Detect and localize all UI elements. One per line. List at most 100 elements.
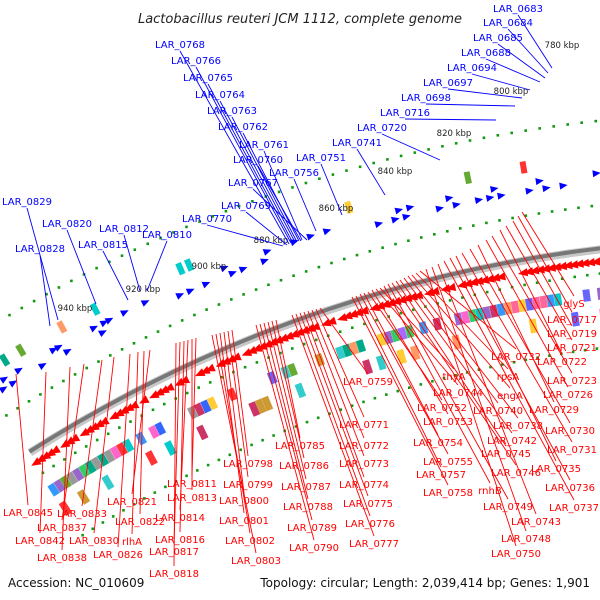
- gene-leader-line: [223, 331, 245, 494]
- gene-leader-line: [497, 43, 546, 79]
- reverse-gene-arrow: [278, 333, 289, 342]
- ring-dot: [91, 527, 94, 531]
- ring-dot: [108, 260, 111, 264]
- ring-dot: [564, 208, 567, 211]
- gene-label: LAR_0716: [380, 108, 430, 119]
- reverse-gene-arrow: [205, 363, 216, 372]
- gene-leader-line: [469, 248, 571, 424]
- reverse-gene-arrow: [446, 282, 457, 291]
- gene-label: LAR_0816: [155, 535, 205, 546]
- forward-gene-arrow: [322, 228, 332, 236]
- gene-label: LAR_0684: [483, 18, 533, 29]
- ring-dot: [583, 348, 587, 352]
- ring-dot: [413, 151, 417, 154]
- ring-dot: [489, 365, 492, 369]
- cog-color-block: [467, 309, 478, 323]
- ring-dot: [510, 131, 513, 135]
- gene-label: LAR_0722: [537, 357, 587, 368]
- ring-dot: [446, 230, 449, 233]
- ring-dot: [485, 290, 489, 294]
- gene-label: LAR_0810: [142, 230, 192, 241]
- reverse-gene-arrow: [119, 405, 130, 415]
- ring-dot: [217, 458, 221, 462]
- gene-leader-line: [319, 307, 369, 375]
- forward-gene-arrow: [485, 195, 495, 202]
- ring-dot: [305, 420, 309, 424]
- ring-dot: [180, 319, 184, 322]
- ring-dot: [279, 351, 282, 355]
- ring-dot: [27, 400, 31, 403]
- gene-leader-line: [123, 234, 141, 292]
- cog-color-block: [175, 262, 186, 276]
- ring-dot: [482, 136, 486, 140]
- gene-label: LAR_0829: [2, 197, 52, 208]
- cog-color-block: [432, 317, 443, 331]
- reverse-gene-arrow: [518, 268, 529, 277]
- gene-label: LAR_0749: [483, 502, 533, 513]
- gene-leader-line: [211, 334, 257, 554]
- forward-gene-arrow: [48, 347, 58, 355]
- gene-label: LAR_0754: [413, 438, 463, 449]
- gene-leader-line: [485, 58, 541, 83]
- ring-dot: [350, 404, 354, 407]
- cog-color-block: [570, 311, 580, 327]
- cog-color-block: [546, 294, 556, 308]
- gene-label: LAR_0757: [416, 470, 466, 481]
- reverse-gene-arrow: [174, 377, 185, 386]
- ring-dot: [197, 386, 200, 389]
- ring-dot: [381, 246, 384, 249]
- gene-label: LAR_0721: [547, 343, 597, 354]
- ring-dot: [185, 391, 189, 395]
- gene-leader-line: [471, 73, 531, 91]
- reverse-gene-arrow: [89, 422, 100, 431]
- ring-dot: [598, 272, 600, 275]
- ring-dot: [261, 438, 264, 442]
- gene-leader-line: [477, 244, 555, 403]
- ring-dot: [239, 448, 242, 452]
- gene-leader-line: [259, 323, 313, 521]
- gene-leader-line: [387, 283, 509, 500]
- gene-label: LAR_0732: [491, 352, 541, 363]
- ring-dot: [63, 458, 66, 461]
- ring-dot: [164, 485, 167, 489]
- reverse-gene-arrow: [179, 375, 191, 384]
- forward-gene-arrow: [402, 214, 411, 221]
- reverse-gene-arrow: [305, 323, 316, 332]
- ring-dot: [328, 412, 331, 415]
- ring-dot: [537, 212, 541, 215]
- gene-label: LAR_0756: [269, 168, 319, 179]
- gene-label: LAR_0787: [281, 482, 331, 493]
- ring-dot: [580, 121, 583, 124]
- cog-color-block: [510, 300, 520, 314]
- cog-color-block: [418, 321, 429, 335]
- cog-color-block: [248, 401, 261, 417]
- gene-label: rlhA: [122, 537, 142, 548]
- gene-label: LAR_0743: [511, 517, 561, 528]
- ring-dot: [454, 374, 457, 377]
- gene-label: LAR_0822: [115, 517, 165, 528]
- gene-label: LAR_0790: [289, 543, 339, 554]
- ring-dot: [302, 342, 306, 346]
- ring-dot: [407, 239, 410, 242]
- gene-label: LAR_0821: [107, 497, 157, 508]
- cog-color-block: [524, 297, 534, 311]
- ring-dot: [339, 408, 343, 411]
- reverse-gene-arrow: [289, 329, 300, 338]
- reverse-gene-arrow: [490, 273, 501, 282]
- gene-leader-line: [131, 351, 139, 535]
- cog-color-block: [463, 171, 472, 185]
- ring-dot: [461, 296, 464, 299]
- ring-dot: [448, 299, 452, 302]
- gene-leader-line: [15, 373, 29, 506]
- gene-label: LAR_0758: [423, 488, 473, 499]
- ring-dot: [560, 277, 564, 280]
- cog-color-block: [294, 382, 307, 399]
- ring-dot: [318, 177, 321, 180]
- gene-label: LAR_0753: [423, 417, 473, 428]
- reverse-gene-arrow: [69, 433, 81, 443]
- gene-leader-line: [399, 279, 513, 434]
- ring-dot: [351, 326, 354, 329]
- gene-leader-line: [263, 322, 309, 500]
- cog-color-block: [122, 438, 135, 453]
- ring-dot: [254, 288, 258, 291]
